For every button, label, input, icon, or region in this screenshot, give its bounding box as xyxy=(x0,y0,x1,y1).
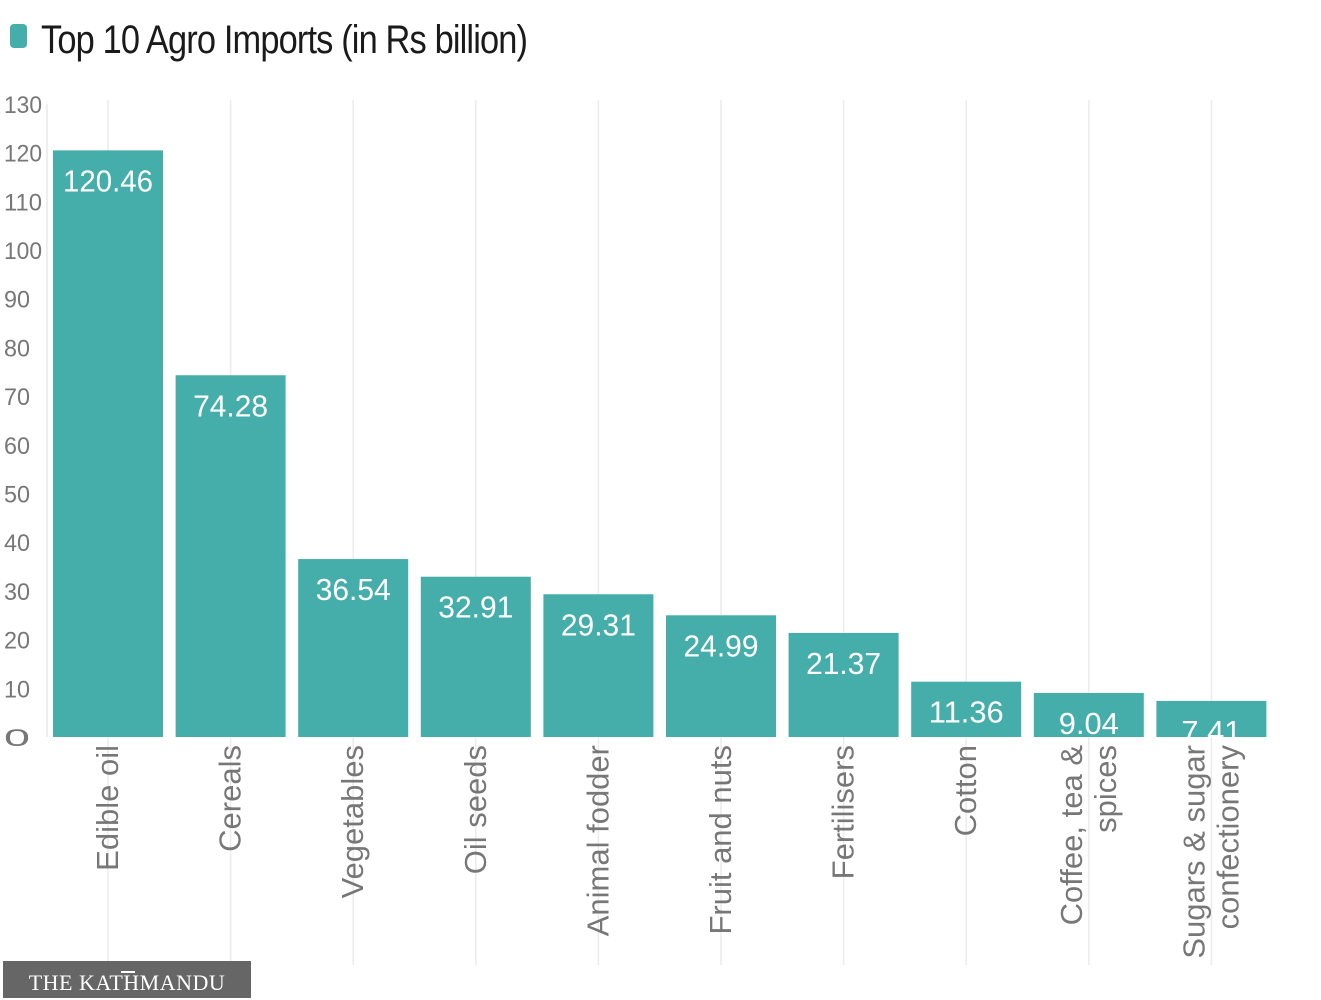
y-tick-label: 130 xyxy=(4,92,42,119)
x-tick-label: Sugars & sugar xyxy=(1176,745,1211,959)
x-tick-label: Cereals xyxy=(213,745,248,852)
y-tick-label: 80 xyxy=(4,335,30,362)
bar xyxy=(1033,692,1144,737)
data-label: 11.36 xyxy=(929,695,1004,730)
chart-title-text: Top 10 Agro Imports (in Rs billion) xyxy=(41,18,528,62)
bar xyxy=(1156,700,1267,737)
bar xyxy=(53,150,163,737)
x-tick-label: Fertilisers xyxy=(826,745,861,879)
data-label: 32.91 xyxy=(438,590,513,625)
x-tick-label: Fruit and nuts xyxy=(703,745,738,935)
bar xyxy=(543,594,654,737)
data-label: 74.28 xyxy=(193,388,268,423)
bar xyxy=(666,615,776,737)
data-label: 9.04 xyxy=(1059,706,1119,741)
y-tick-label: 110 xyxy=(4,189,42,216)
y-tick-label: 20 xyxy=(4,628,30,655)
chart-title: Top 10 Agro Imports (in Rs billion) xyxy=(10,18,606,63)
y-tick-label: 30 xyxy=(4,579,30,606)
y-tick-label: 120 xyxy=(4,141,42,168)
x-tick-label: confectionery xyxy=(1210,745,1245,930)
data-label: 24.99 xyxy=(684,628,759,663)
data-label: 21.37 xyxy=(806,646,881,681)
bar xyxy=(420,576,531,737)
data-label: 7.41 xyxy=(1181,714,1241,749)
bar xyxy=(175,375,286,737)
data-label: 120.46 xyxy=(63,163,153,198)
x-tick-label: Coffee, tea & xyxy=(1054,745,1089,926)
y-tick-label: 70 xyxy=(4,384,30,411)
y-tick-label: 10 xyxy=(4,676,30,703)
y-tick-label: 60 xyxy=(4,433,30,460)
x-tick-label: Cotton xyxy=(948,745,983,836)
bar xyxy=(788,632,899,737)
y-tick-label: 100 xyxy=(4,238,42,265)
data-label: 36.54 xyxy=(316,572,391,607)
y-tick-label: 50 xyxy=(4,482,30,509)
x-tick-label: Animal fodder xyxy=(580,745,615,936)
logo-text: THE KATHMANDU POST xyxy=(28,970,226,995)
x-tick-label: Vegetables xyxy=(335,745,370,898)
x-tick-label: Oil seeds xyxy=(458,745,493,874)
bar xyxy=(298,559,409,737)
legend-swatch xyxy=(10,23,27,48)
y-tick-label: 90 xyxy=(4,287,30,314)
data-label: 29.31 xyxy=(561,607,636,642)
kathmandu-post-logo: THE KATHMANDU POST xyxy=(3,961,251,998)
x-tick-label: spices xyxy=(1088,745,1123,833)
x-tick-label: Edible oil xyxy=(90,745,125,871)
y-tick-label: 40 xyxy=(4,530,30,557)
y-tick-label: 0 xyxy=(4,725,30,752)
bar xyxy=(911,681,1022,737)
